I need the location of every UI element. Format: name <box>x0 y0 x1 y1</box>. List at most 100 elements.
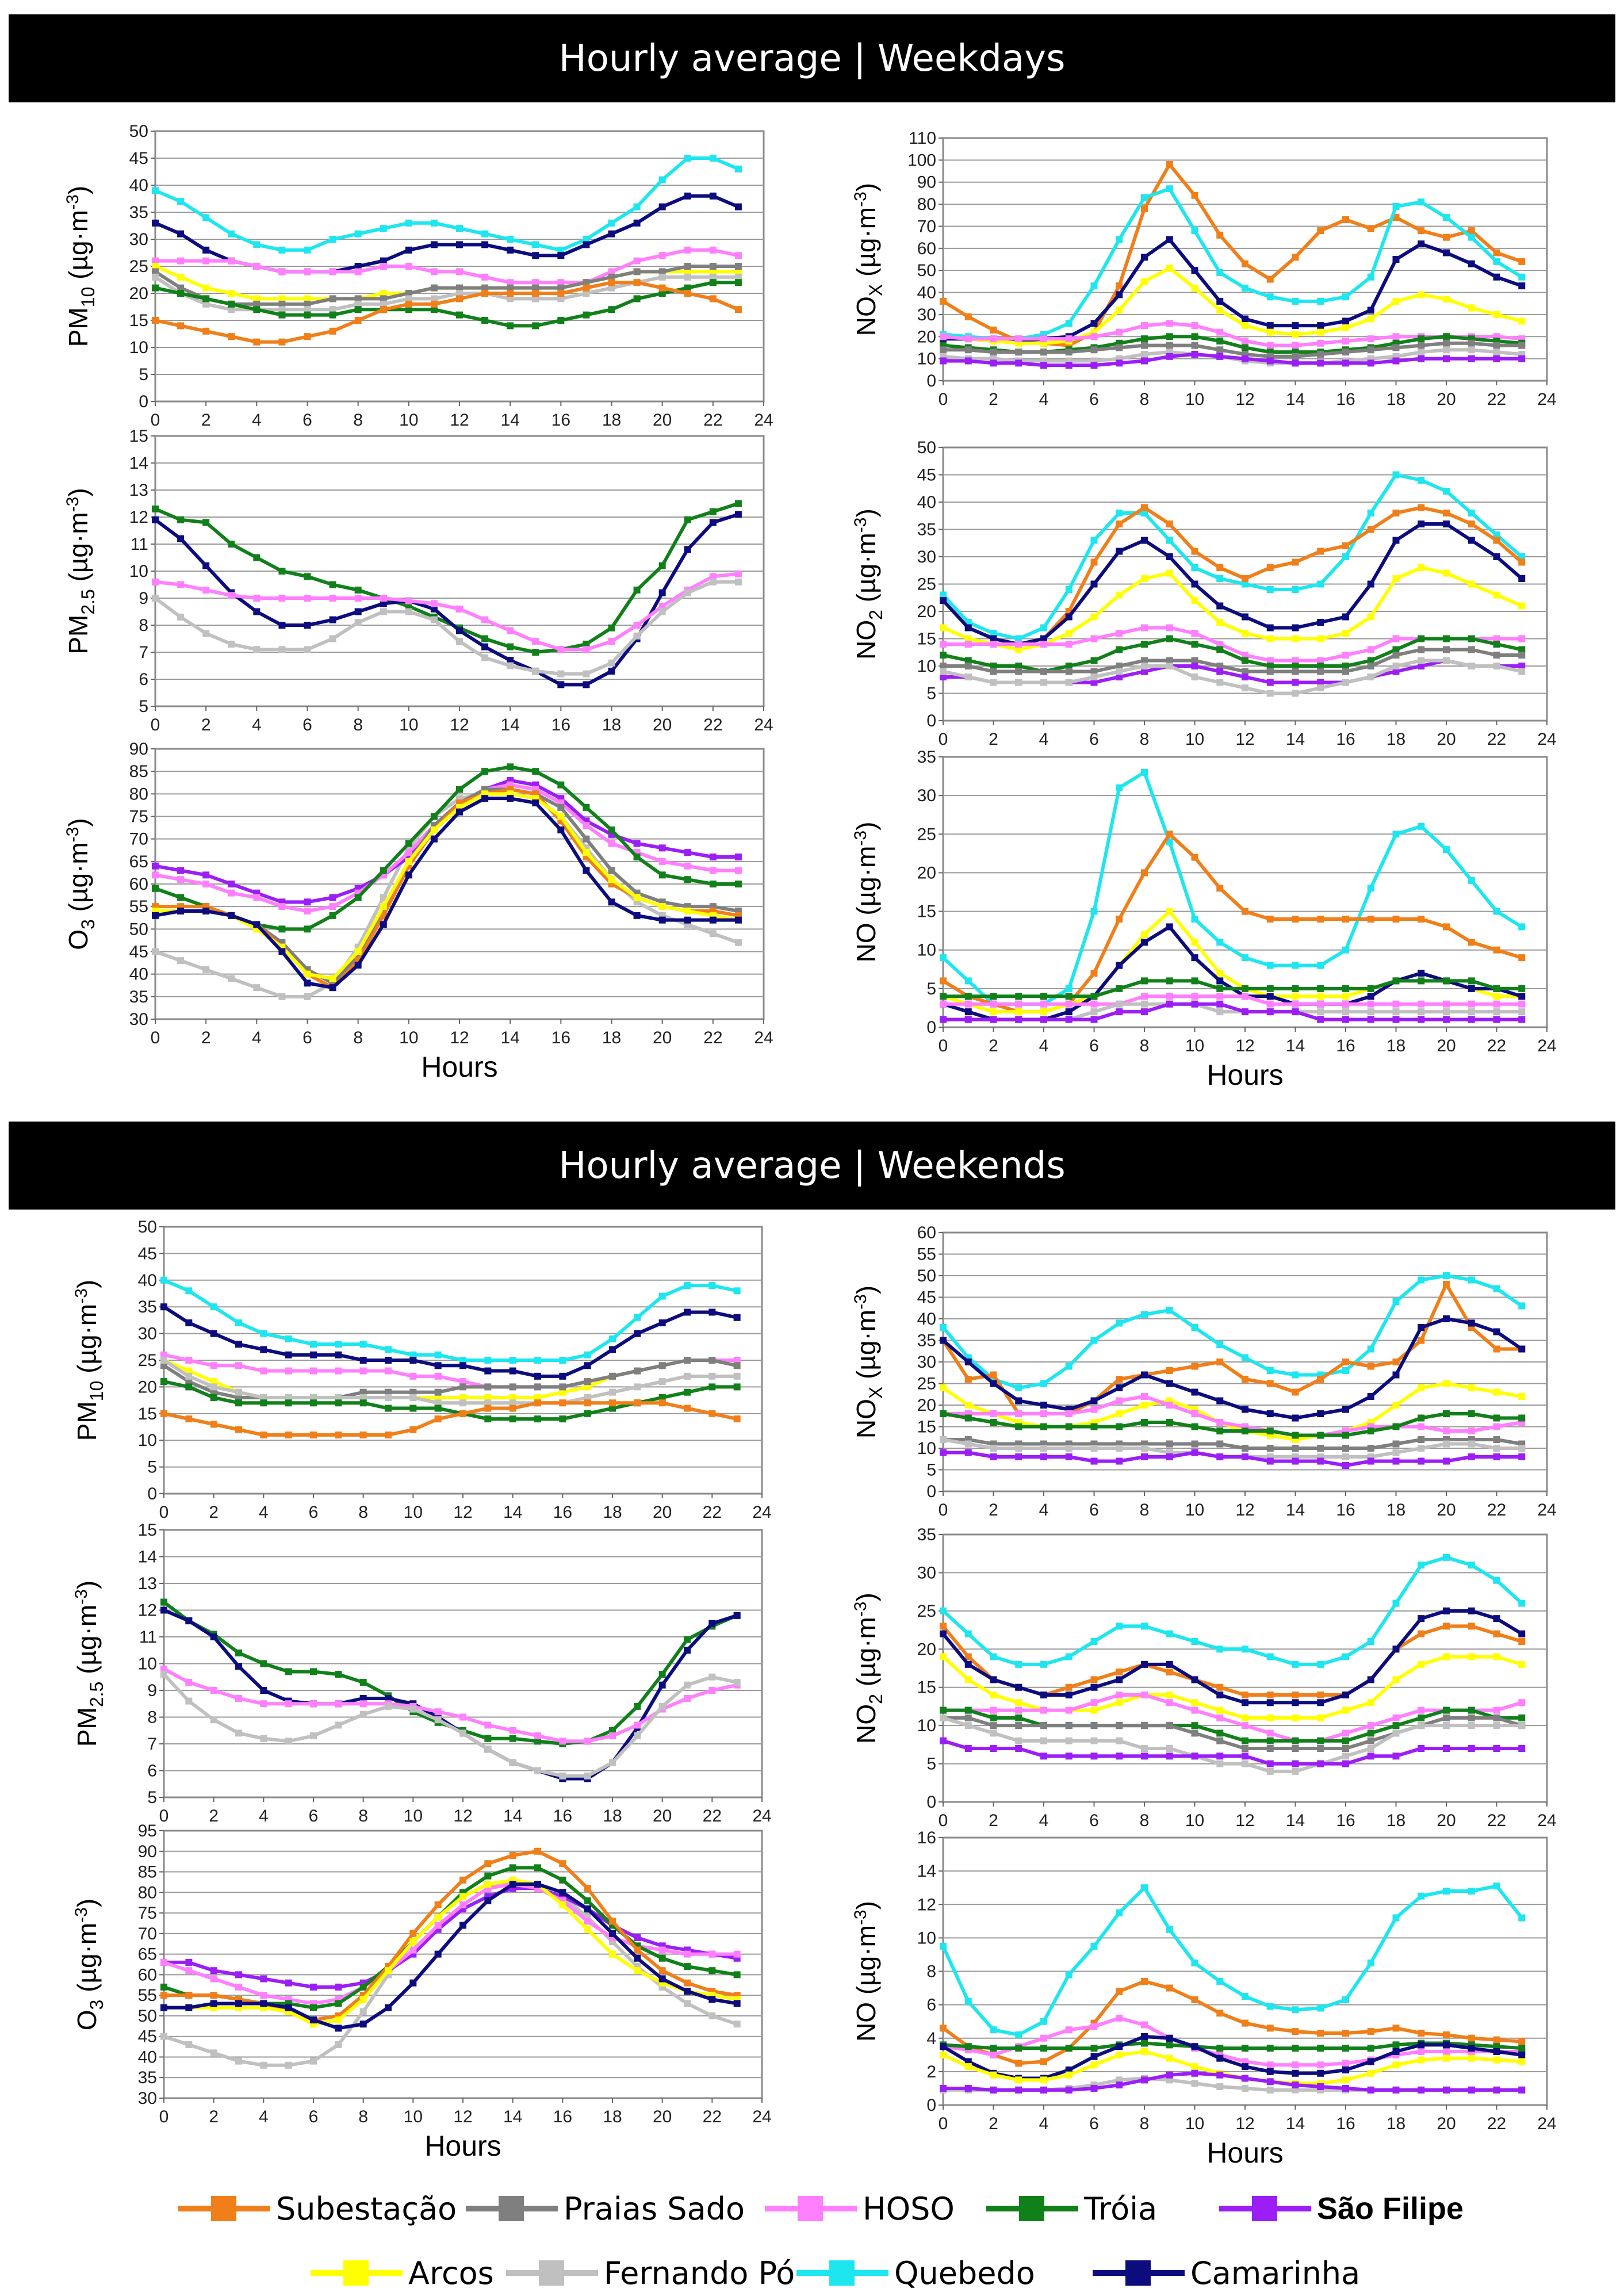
data-point <box>964 1745 972 1752</box>
data-point <box>1090 282 1098 290</box>
data-point <box>1141 2048 1148 2055</box>
data-point <box>559 1415 566 1423</box>
y-tick-label: 40 <box>129 176 148 195</box>
data-point <box>359 1996 367 2003</box>
data-point <box>385 1388 392 1396</box>
data-point <box>1040 1410 1047 1417</box>
data-point <box>990 1016 997 1023</box>
data-point <box>940 1622 947 1630</box>
data-point <box>1216 1760 1224 1767</box>
y-tick-label: 10 <box>917 941 936 960</box>
y-tick-label: 5 <box>139 697 148 716</box>
data-point <box>1090 1000 1098 1008</box>
data-point <box>380 595 387 602</box>
data-point <box>684 284 691 292</box>
data-point <box>202 871 210 879</box>
data-point <box>1090 1942 1098 1950</box>
x-tick-label: 6 <box>309 1807 319 1826</box>
data-point <box>633 586 641 594</box>
data-point <box>1468 537 1475 544</box>
data-point <box>608 898 615 906</box>
data-point <box>940 674 947 680</box>
data-point <box>1015 641 1022 648</box>
x-tick-label: 4 <box>1039 2114 1049 2133</box>
data-point <box>456 268 463 275</box>
legend-label: São Filipe <box>1317 2191 1464 2226</box>
data-point <box>583 681 590 688</box>
data-point <box>708 1967 716 1974</box>
data-point <box>335 1351 342 1359</box>
y-tick-label: 70 <box>138 1924 157 1943</box>
x-tick-label: 6 <box>1089 1501 1099 1520</box>
y-tick-label: 65 <box>129 852 148 871</box>
data-point <box>185 1992 193 1999</box>
data-point <box>1342 1008 1349 1016</box>
data-point <box>278 925 286 933</box>
x-tick-label: 22 <box>1487 1036 1506 1055</box>
data-point <box>278 903 286 910</box>
x-tick-label: 22 <box>1487 730 1506 749</box>
data-point <box>1317 1008 1324 1016</box>
data-point <box>1141 1884 1148 1892</box>
data-point <box>940 2051 947 2058</box>
data-point <box>1418 521 1425 527</box>
data-point <box>359 1357 367 1364</box>
data-point <box>235 2057 242 2065</box>
data-point <box>1141 357 1148 365</box>
data-point <box>1266 1380 1274 1387</box>
y-tick-label: 75 <box>138 1904 157 1923</box>
data-point <box>434 1922 442 1929</box>
data-point <box>1317 297 1324 305</box>
series-line <box>155 248 739 285</box>
x-tick-label: 24 <box>1537 730 1556 749</box>
series-quebedo <box>152 155 742 254</box>
data-point <box>559 1772 566 1780</box>
data-point <box>1518 1453 1526 1460</box>
y-tick-label: 8 <box>139 616 148 635</box>
y-tick-label: 15 <box>129 427 148 446</box>
data-point <box>385 1694 392 1702</box>
data-point <box>1468 1008 1475 1016</box>
data-point <box>1468 1888 1475 1895</box>
data-point <box>1116 328 1123 336</box>
data-point <box>633 840 641 847</box>
data-point <box>1342 359 1349 367</box>
data-point <box>1040 1660 1047 1668</box>
data-point <box>278 622 286 629</box>
data-point <box>1216 1419 1224 1426</box>
y-tick-label: 60 <box>129 875 148 894</box>
series-hoso <box>152 570 742 653</box>
data-point <box>459 1383 466 1391</box>
data-point <box>1216 307 1224 314</box>
data-point <box>285 1351 292 1359</box>
data-point <box>405 871 412 879</box>
data-point <box>940 1384 947 1391</box>
data-point <box>964 1000 972 1008</box>
data-point <box>1191 350 1198 358</box>
data-point <box>684 1282 691 1289</box>
data-point <box>1392 344 1400 351</box>
y-tick-label: 70 <box>129 830 148 849</box>
y-axis-label: O3 (µg·m-3) <box>72 1899 107 2030</box>
x-axis-label: Hours <box>424 2130 501 2162</box>
data-point <box>709 573 717 580</box>
data-point <box>1141 254 1148 261</box>
data-point <box>1090 1406 1098 1413</box>
data-point <box>708 1950 716 1958</box>
data-point <box>1443 657 1450 664</box>
data-point <box>1317 1737 1324 1744</box>
data-point <box>658 1399 666 1407</box>
data-point <box>684 268 691 275</box>
data-point <box>1191 977 1198 985</box>
y-tick-label: 30 <box>917 305 936 324</box>
data-point <box>1292 1745 1299 1752</box>
y-axis-label: NO (µg·m-3) <box>851 822 881 963</box>
data-point <box>964 1630 972 1637</box>
x-tick-label: 14 <box>1286 1811 1305 1830</box>
y-tick-label: 30 <box>129 1010 148 1029</box>
data-point <box>990 2086 997 2094</box>
data-point <box>658 252 666 259</box>
data-point <box>1418 2041 1425 2049</box>
data-point <box>964 2063 972 2071</box>
